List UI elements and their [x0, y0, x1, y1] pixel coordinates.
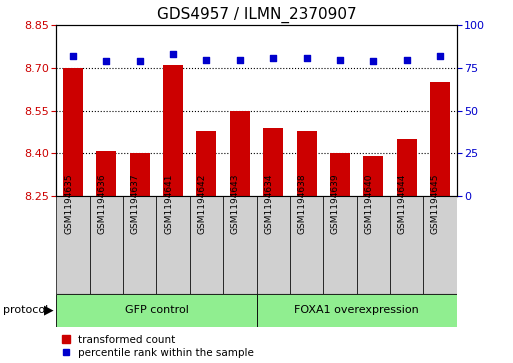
Bar [156, 196, 190, 294]
Bar [190, 196, 223, 294]
Text: GSM1194641: GSM1194641 [164, 174, 173, 234]
Bar [263, 128, 283, 196]
Text: FOXA1 overexpression: FOXA1 overexpression [294, 305, 419, 315]
Text: GSM1194645: GSM1194645 [431, 174, 440, 234]
Bar [223, 196, 256, 294]
Point [402, 57, 410, 62]
Bar [363, 156, 383, 196]
Legend: transformed count, percentile rank within the sample: transformed count, percentile rank withi… [62, 335, 254, 358]
Text: GSM1194638: GSM1194638 [298, 174, 306, 234]
Bar [357, 196, 390, 294]
Text: GSM1194634: GSM1194634 [264, 174, 273, 234]
Text: GSM1194639: GSM1194639 [331, 174, 340, 234]
Bar [56, 196, 90, 294]
Point [202, 57, 210, 62]
Point [69, 53, 77, 59]
Bar [390, 196, 423, 294]
Text: GSM1194640: GSM1194640 [364, 174, 373, 234]
Point [102, 58, 110, 64]
Text: GSM1194635: GSM1194635 [64, 174, 73, 234]
Bar [430, 82, 450, 196]
Text: protocol: protocol [3, 305, 48, 315]
Bar [56, 294, 256, 327]
Bar [96, 151, 116, 196]
Point [135, 58, 144, 64]
Bar [230, 111, 250, 196]
Bar [330, 153, 350, 196]
Text: GSM1194637: GSM1194637 [131, 174, 140, 234]
Bar [256, 196, 290, 294]
Text: GSM1194643: GSM1194643 [231, 174, 240, 234]
Bar [63, 68, 83, 196]
Text: GSM1194642: GSM1194642 [198, 174, 206, 234]
Text: GSM1194644: GSM1194644 [398, 174, 406, 234]
Bar [290, 196, 323, 294]
Bar [297, 131, 317, 196]
Point [369, 58, 377, 64]
Bar [323, 196, 357, 294]
Point [235, 57, 244, 62]
Point [169, 52, 177, 57]
Bar [130, 153, 150, 196]
Bar [196, 131, 216, 196]
Point [336, 57, 344, 62]
Text: ▶: ▶ [44, 304, 54, 317]
Bar [90, 196, 123, 294]
Point [436, 53, 444, 59]
Bar [123, 196, 156, 294]
Text: GSM1194636: GSM1194636 [97, 174, 106, 234]
Bar [256, 294, 457, 327]
Title: GDS4957 / ILMN_2370907: GDS4957 / ILMN_2370907 [156, 7, 357, 23]
Bar [397, 139, 417, 196]
Text: GFP control: GFP control [125, 305, 188, 315]
Point [269, 55, 277, 61]
Bar [163, 65, 183, 196]
Bar [423, 196, 457, 294]
Point [302, 55, 310, 61]
